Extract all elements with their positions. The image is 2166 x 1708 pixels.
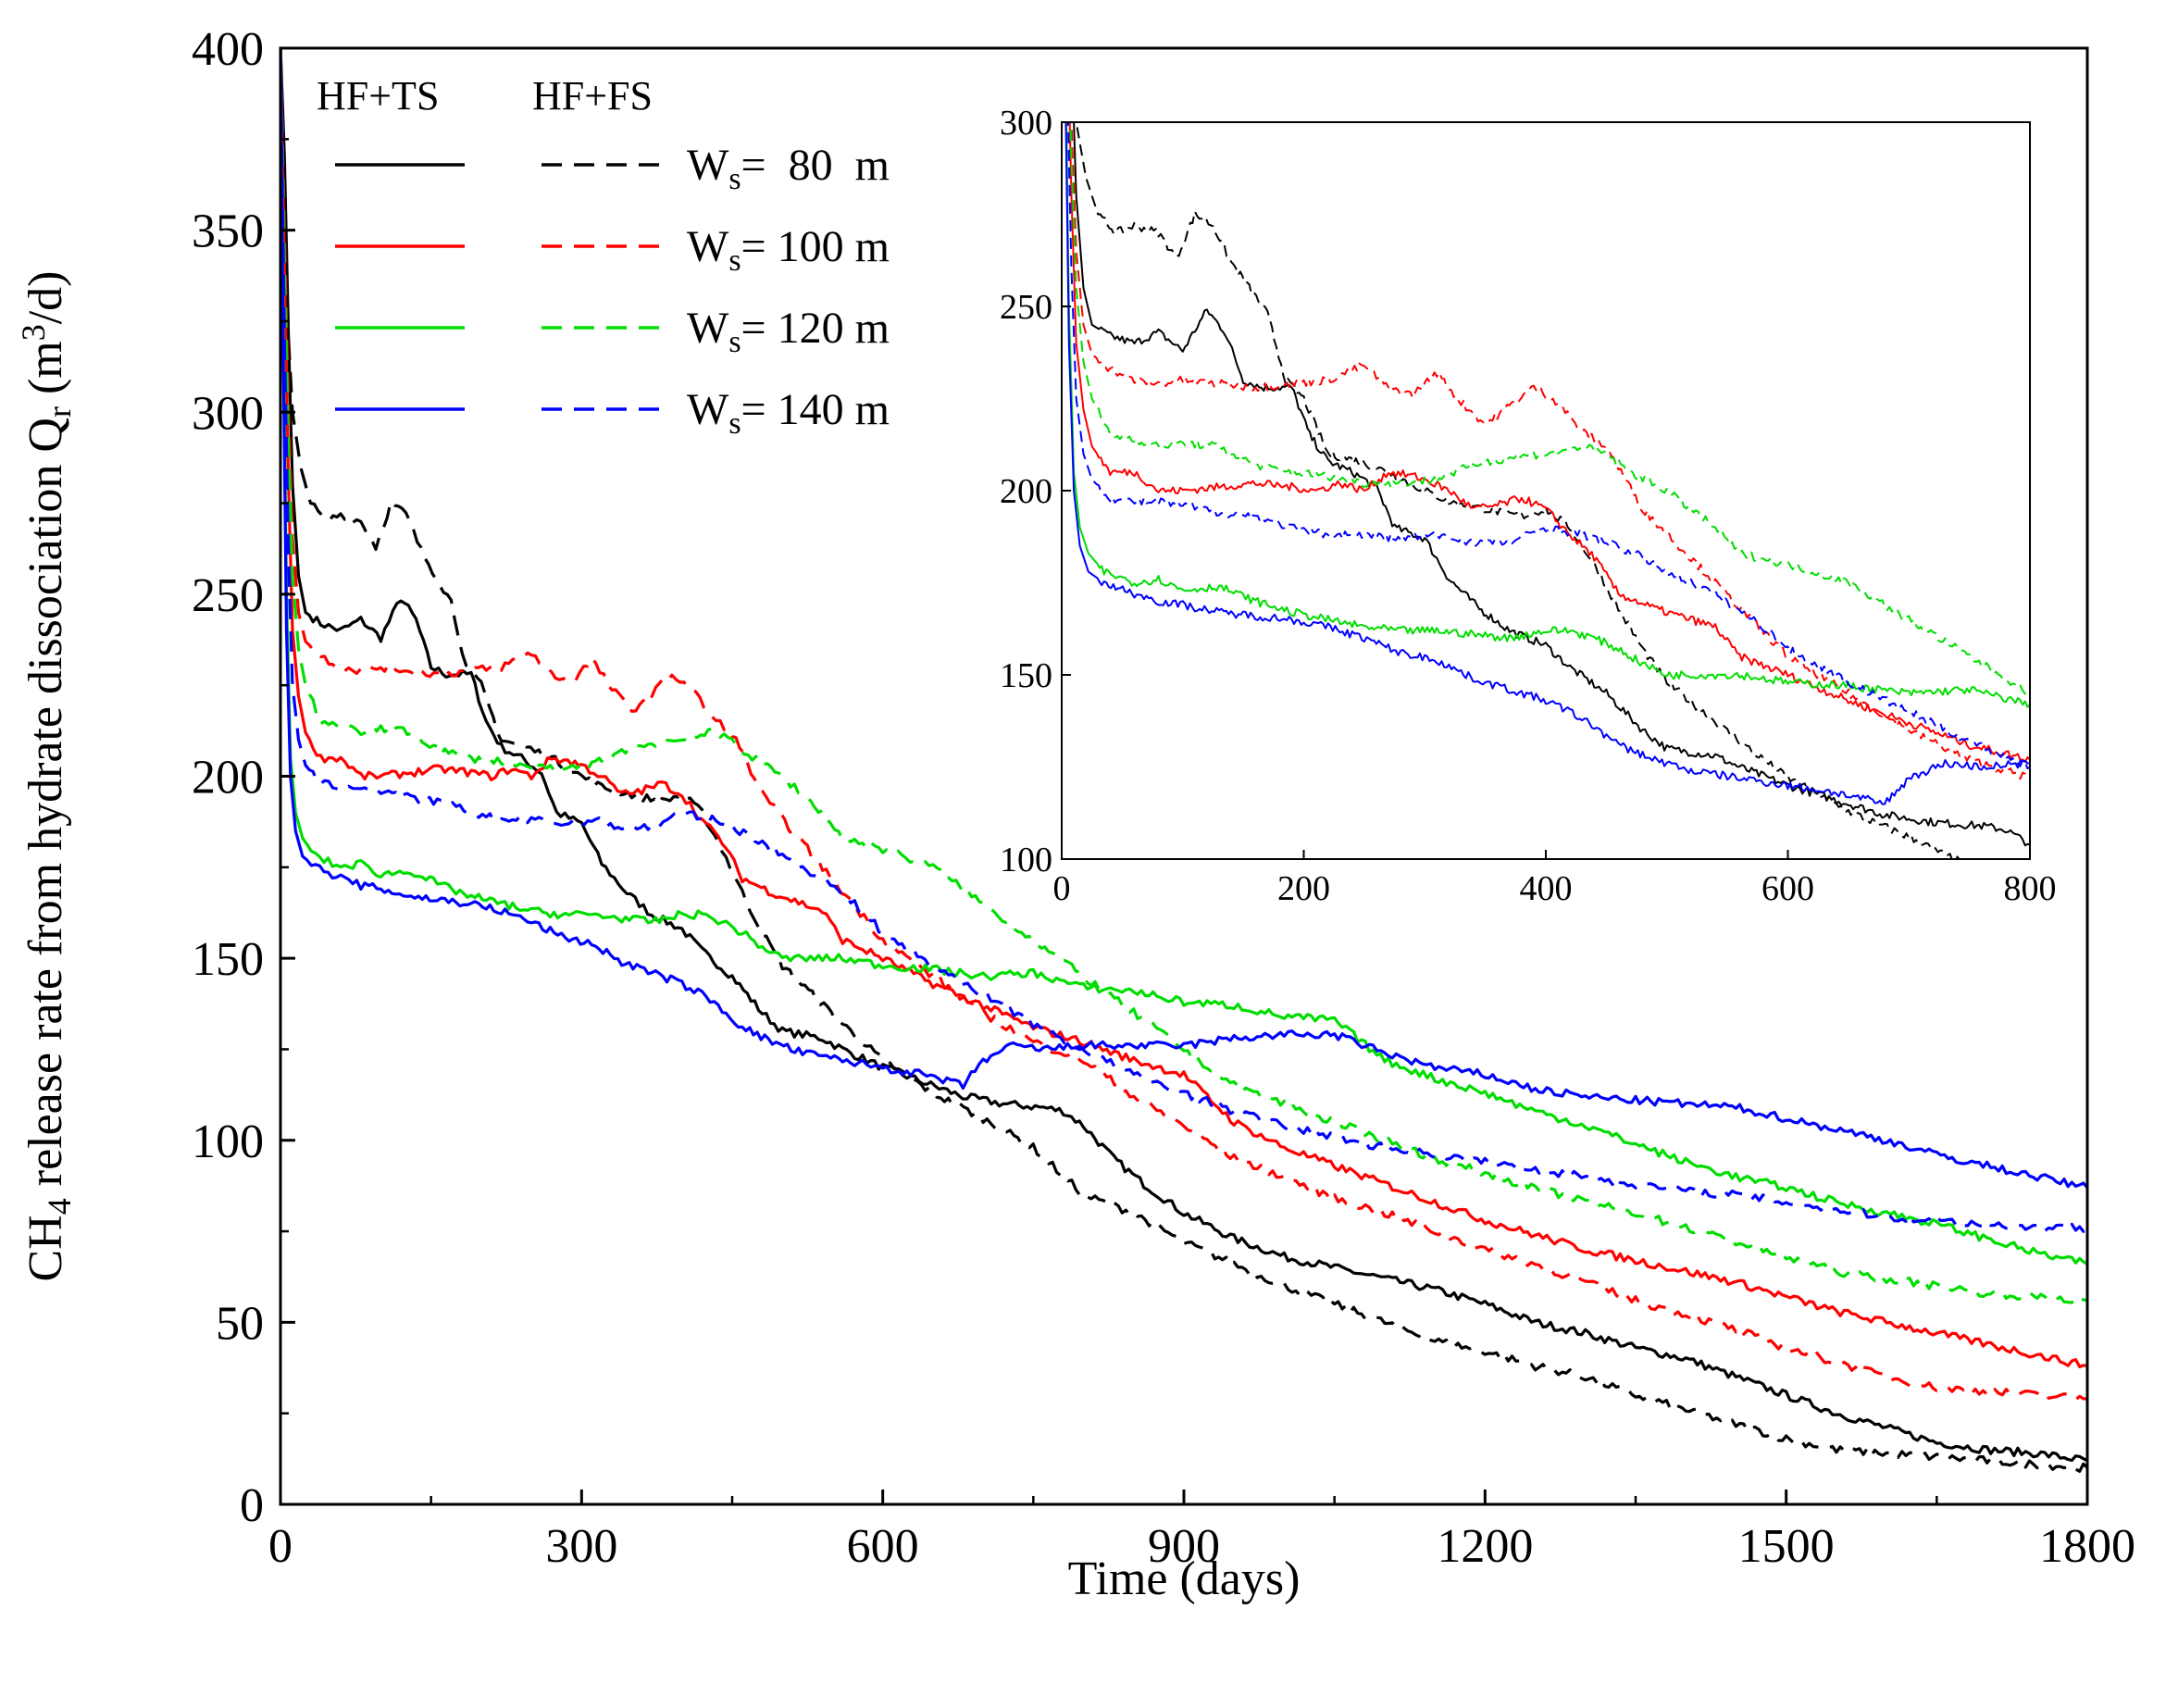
y-tick-label: 200 [192, 752, 264, 804]
inset-y-tick-label: 150 [1000, 656, 1052, 695]
x-tick-label: 0 [268, 1520, 293, 1573]
inset-line-hf-fs-ws-120-m [1069, 122, 2030, 697]
inset-series-group [1064, 122, 2030, 859]
main-axes: 0 300 600 900 1200 1500 1800050100150200250300… [192, 23, 2135, 1573]
y-tick-label: 0 [240, 1479, 264, 1532]
inset-line-hf-ts-ws-120-m [1065, 122, 2030, 708]
inset-y-tick-label: 200 [1000, 472, 1052, 511]
inset-x-tick-label: 200 [1277, 869, 1330, 908]
y-label-ch: CH [19, 1215, 72, 1281]
legend-header-hf-fs: HF+FS [532, 73, 653, 118]
y-tick-label: 250 [192, 569, 264, 622]
legend-label: Ws= 100 m [687, 222, 890, 278]
inset-y-tick-label: 250 [1000, 288, 1052, 327]
series-line-hf-fs-ws-80-m [280, 48, 2087, 1473]
inset-y-tick-label: 100 [1000, 841, 1052, 879]
series-line-hf-ts-ws-120-m [280, 48, 2087, 1265]
series-line-hf-fs-ws-120-m [280, 48, 2087, 1304]
inset-line-hf-ts-ws-80-m [1073, 122, 2030, 847]
series-line-hf-ts-ws-100-m [280, 48, 2087, 1369]
inset-axes: 0 200 400 600 800 100 150 200 250 300 [1000, 104, 2057, 908]
y-label-sup-3: 3 [15, 324, 52, 341]
y-label-middle: release rate from hydrate dissociation Q [19, 418, 72, 1198]
inset-line-hf-ts-ws-140-m [1064, 122, 2030, 805]
y-tick-label: 150 [192, 933, 264, 986]
inset-background [1062, 122, 2030, 859]
inset-x-tick-label: 600 [1761, 869, 1814, 908]
x-tick-label: 1800 [2039, 1520, 2135, 1573]
inset-plot: 0 200 400 600 800 100 150 200 250 300 [1000, 104, 2057, 908]
y-tick-label: 50 [216, 1297, 264, 1350]
x-axis-label: Time (days) [1068, 1552, 1301, 1605]
x-tick-label: 600 [847, 1520, 919, 1573]
inset-x-tick-label: 0 [1053, 869, 1071, 908]
y-label-sub-r: r [41, 406, 78, 418]
inset-line-hf-fs-ws-140-m [1066, 122, 2030, 770]
y-tick-label: 300 [192, 387, 264, 440]
series-line-hf-ts-ws-140-m [280, 48, 2087, 1189]
series-line-hf-fs-ws-100-m [280, 48, 2087, 1402]
legend-rows: Ws= 80 m Ws= 100 m Ws= 120 m Ws= 140 m [335, 141, 890, 441]
legend-label: Ws= 140 m [687, 385, 890, 441]
inset-line-hf-fs-ws-100-m [1070, 122, 2030, 780]
inset-x-tick-label: 400 [1520, 869, 1573, 908]
x-tick-label: 1200 [1437, 1520, 1533, 1573]
y-tick-label: 400 [192, 23, 264, 76]
y-axis-label: CH4 release rate from hydrate dissociati… [15, 270, 78, 1281]
y-tick-label: 100 [192, 1116, 264, 1168]
x-tick-label: 900 [1148, 1520, 1220, 1573]
legend-label: Ws= 120 m [687, 304, 890, 359]
x-tick-label: 1500 [1738, 1520, 1835, 1573]
y-label-unit-pre: (m [19, 341, 72, 406]
main-series-group [280, 48, 2087, 1473]
series-line-hf-fs-ws-140-m [280, 48, 2087, 1233]
inset-x-tick-label: 800 [2004, 869, 2057, 908]
legend: HF+TS HF+FS Ws= 80 mWs= 100 mWs= 120 mWs… [317, 73, 890, 441]
inset-line-hf-fs-ws-80-m [1075, 122, 1961, 859]
y-label-unit-post: /d) [19, 270, 72, 324]
legend-header-hf-ts: HF+TS [317, 73, 439, 118]
inset-y-tick-label: 300 [1000, 104, 1052, 143]
legend-label: Ws= 80 m [687, 141, 890, 196]
y-tick-label: 350 [192, 206, 264, 258]
x-tick-label: 300 [545, 1520, 617, 1573]
y-label-sub-4: 4 [41, 1198, 78, 1215]
